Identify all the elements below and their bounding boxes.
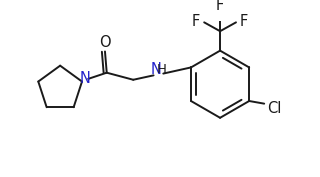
Text: H: H bbox=[156, 63, 166, 76]
Text: F: F bbox=[216, 0, 224, 13]
Text: N: N bbox=[151, 62, 162, 77]
Text: N: N bbox=[79, 71, 90, 86]
Text: F: F bbox=[192, 14, 200, 29]
Text: F: F bbox=[240, 14, 248, 29]
Text: Cl: Cl bbox=[267, 101, 281, 116]
Text: O: O bbox=[99, 35, 111, 50]
